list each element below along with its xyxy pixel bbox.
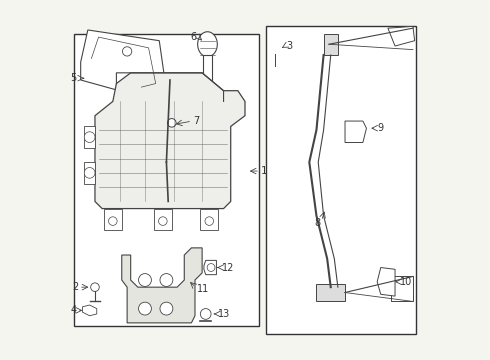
Text: 5: 5 [71, 73, 76, 83]
Text: 7: 7 [193, 116, 199, 126]
Circle shape [91, 283, 99, 292]
FancyBboxPatch shape [267, 26, 416, 334]
Polygon shape [317, 284, 345, 301]
Circle shape [168, 118, 176, 127]
Text: 4: 4 [70, 305, 76, 315]
Text: 10: 10 [400, 277, 413, 287]
Circle shape [200, 309, 211, 319]
Polygon shape [81, 30, 167, 98]
Text: 6: 6 [191, 32, 197, 42]
Circle shape [84, 167, 95, 178]
Circle shape [84, 132, 95, 143]
Text: 12: 12 [222, 262, 234, 273]
Text: 9: 9 [377, 123, 383, 133]
Circle shape [207, 264, 215, 271]
Polygon shape [204, 260, 217, 275]
Polygon shape [82, 305, 97, 316]
Circle shape [139, 302, 151, 315]
Polygon shape [95, 73, 245, 208]
Polygon shape [200, 208, 218, 230]
Circle shape [122, 47, 132, 56]
Circle shape [159, 217, 167, 225]
Circle shape [269, 41, 282, 54]
Circle shape [109, 217, 117, 225]
Polygon shape [392, 276, 413, 301]
Polygon shape [104, 208, 122, 230]
Polygon shape [323, 33, 338, 55]
Polygon shape [84, 126, 95, 148]
Polygon shape [84, 162, 95, 184]
Circle shape [139, 274, 151, 287]
Circle shape [160, 274, 173, 287]
Polygon shape [345, 121, 367, 143]
Text: 3: 3 [286, 41, 292, 51]
Polygon shape [377, 267, 395, 296]
Polygon shape [203, 55, 212, 94]
Polygon shape [122, 248, 202, 323]
Circle shape [160, 302, 173, 315]
FancyBboxPatch shape [74, 33, 259, 327]
Text: 13: 13 [218, 309, 230, 319]
Polygon shape [154, 208, 172, 230]
Text: 11: 11 [197, 284, 209, 294]
Text: 8: 8 [315, 218, 321, 228]
Text: 2: 2 [72, 282, 78, 292]
Circle shape [205, 217, 214, 225]
Ellipse shape [197, 32, 218, 57]
Text: 1: 1 [261, 166, 268, 176]
Polygon shape [388, 26, 415, 46]
